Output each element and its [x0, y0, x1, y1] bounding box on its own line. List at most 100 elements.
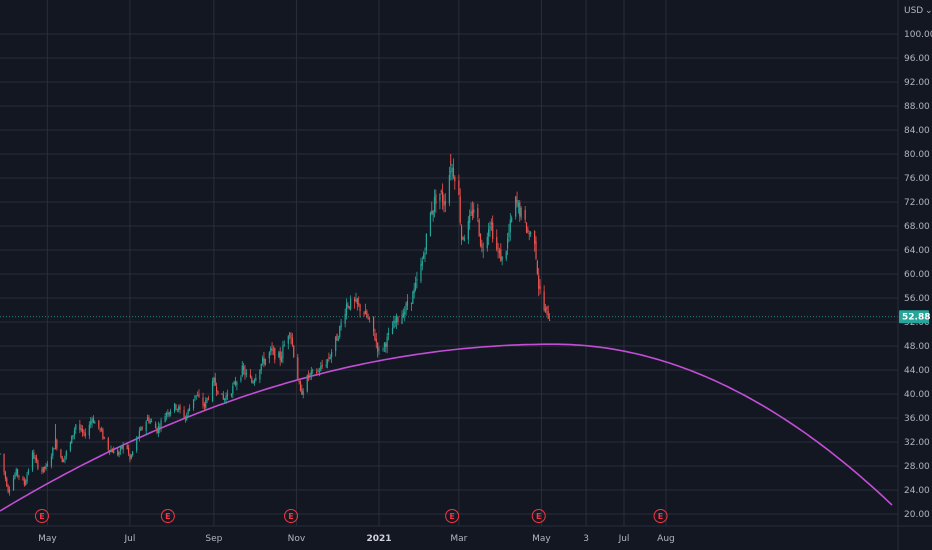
candle-body — [192, 399, 195, 409]
candle-body — [240, 377, 242, 381]
x-tick-label: Jul — [618, 534, 630, 544]
y-tick-label: 20.00 — [904, 510, 930, 520]
candle-body — [337, 338, 339, 340]
candle-body — [538, 275, 540, 289]
earnings-marker[interactable] — [445, 509, 460, 523]
candle-body — [486, 237, 488, 249]
candle-body — [63, 460, 65, 462]
candle-body — [165, 413, 168, 416]
candle-body — [406, 301, 409, 306]
candle-body — [255, 377, 257, 381]
candle-body — [497, 249, 499, 251]
candle-body — [271, 348, 273, 351]
candle-body — [184, 417, 187, 419]
candle-body — [65, 451, 67, 456]
candle-body — [118, 452, 120, 455]
candle-body — [423, 254, 425, 259]
candle-body — [517, 203, 520, 207]
candle-body — [138, 430, 141, 438]
candle-body — [42, 466, 44, 472]
candle-body — [205, 400, 207, 408]
candle-body — [198, 394, 200, 397]
candle-body — [405, 303, 407, 312]
y-tick-label: 48.00 — [904, 342, 930, 352]
y-tick-label: 64.00 — [904, 246, 930, 256]
candle-body — [394, 321, 396, 323]
grid — [0, 0, 898, 526]
earnings-marker[interactable] — [284, 509, 299, 523]
candle-body — [414, 282, 417, 290]
earnings-marker[interactable] — [34, 509, 49, 523]
candle-body — [331, 352, 333, 358]
candle-body — [462, 237, 464, 239]
chevron-down-icon[interactable]: ⌄ — [925, 6, 932, 16]
candle-body — [536, 260, 538, 274]
candle-body — [375, 339, 377, 343]
candle-body — [259, 369, 261, 380]
candle-body — [126, 445, 128, 449]
candle-body — [127, 447, 130, 454]
candle-body — [122, 444, 124, 450]
candle-body — [226, 394, 228, 397]
candle-body — [391, 327, 394, 335]
candle-body — [98, 420, 100, 428]
candle-body — [214, 377, 216, 386]
candle-body — [282, 345, 284, 359]
candle-body — [145, 421, 147, 431]
candle-body — [253, 379, 256, 384]
candle-body — [150, 420, 153, 422]
earnings-marker[interactable] — [531, 509, 546, 523]
candle-body — [23, 479, 25, 485]
price-axis[interactable]: 20.00 24.00 28.00 32.00 36.00 40.00 44.00 48.00… — [897, 0, 932, 550]
candle-body — [539, 286, 541, 290]
candle-body — [80, 428, 82, 431]
candle-body — [26, 474, 28, 482]
candle-body — [274, 348, 276, 360]
candle-body — [425, 233, 427, 251]
time-axis[interactable]: May Jul Sep Nov 2021 Mar May 3 Jul Aug — [0, 525, 932, 544]
candle-body — [264, 359, 266, 365]
y-tick-label: 40.00 — [904, 390, 930, 400]
candle-body — [187, 409, 189, 414]
earnings-marker[interactable] — [653, 509, 668, 523]
candle-body — [230, 393, 233, 396]
candle-body — [505, 251, 507, 259]
candle-body — [140, 428, 142, 431]
earnings-marker[interactable] — [160, 509, 175, 523]
candle-body — [73, 429, 76, 436]
candle-body — [94, 421, 96, 424]
candle-body — [301, 389, 303, 395]
candle-body — [222, 394, 224, 400]
candle-body — [511, 217, 513, 222]
candle-body — [213, 378, 215, 383]
candle-body — [509, 219, 511, 232]
candle-body — [15, 469, 17, 476]
x-tick-label: May — [532, 534, 551, 544]
candle-body — [348, 306, 350, 309]
candle-body — [178, 406, 180, 410]
candle-body — [467, 220, 469, 240]
candle-body — [203, 403, 205, 407]
candle-body — [195, 395, 197, 397]
candle-body — [515, 197, 517, 217]
candle-body — [349, 298, 352, 310]
candle-body — [525, 222, 528, 233]
candle-body — [206, 398, 208, 401]
candle-body — [481, 243, 483, 248]
candle-body — [316, 371, 318, 373]
candle-body — [83, 432, 85, 434]
candle-body — [174, 403, 176, 412]
y-tick-label: 84.00 — [904, 126, 930, 136]
earnings-marker-label: E — [165, 512, 170, 521]
candle-body — [69, 442, 71, 451]
candle-body — [347, 304, 349, 307]
candle-body — [34, 458, 36, 460]
candle-body — [444, 200, 446, 205]
candle-body — [385, 343, 387, 347]
candle-body — [374, 333, 376, 341]
candle-body — [364, 310, 367, 315]
candle-body — [18, 475, 20, 477]
candle-body — [308, 375, 310, 377]
candle-body — [132, 451, 134, 456]
